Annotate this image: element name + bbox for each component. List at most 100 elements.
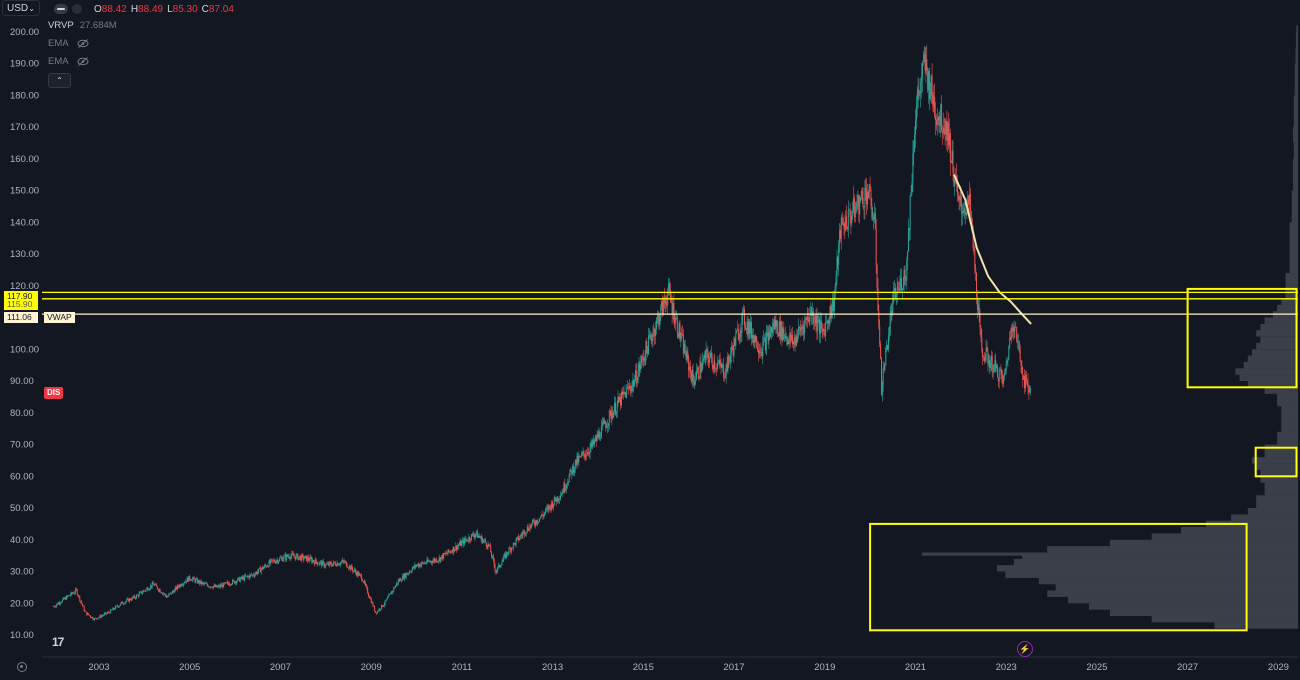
candle-body (247, 576, 249, 577)
legend-ema-2[interactable]: EMA (48, 56, 89, 67)
candle-body (727, 354, 729, 371)
candle-body (676, 317, 678, 333)
candle-body (571, 470, 573, 475)
candle-body (127, 598, 129, 600)
volume-profile-bar (1247, 508, 1298, 515)
x-tick-label: 2025 (1086, 662, 1107, 673)
volume-profile-bar (1055, 584, 1298, 591)
candle-body (573, 468, 575, 473)
candle-body (607, 423, 609, 427)
candle-body (703, 358, 704, 361)
candle-body (173, 591, 175, 593)
dot-icon[interactable] (72, 4, 82, 14)
candle-body (457, 546, 458, 550)
candle-body (626, 387, 628, 398)
gear-icon[interactable] (17, 662, 27, 672)
candle-body (901, 278, 902, 291)
collapse-legend-button[interactable]: ⌃ (48, 73, 71, 88)
candle-body (839, 230, 841, 244)
candle-body (1000, 370, 1002, 375)
candle-body (523, 530, 525, 533)
candle-body (655, 329, 656, 337)
candle-body (400, 578, 402, 581)
candle-body (129, 598, 131, 600)
tradingview-logo[interactable]: 17 (52, 635, 64, 649)
candle-body (389, 593, 391, 595)
candle-body (122, 601, 124, 604)
candle-body (887, 344, 889, 350)
x-tick-label: 2023 (996, 662, 1017, 673)
candle-body (620, 396, 622, 406)
toggle-icon[interactable] (54, 4, 68, 14)
candle-body (659, 317, 661, 325)
candle-body (300, 556, 301, 561)
x-tick-label: 2009 (361, 662, 382, 673)
candle-body (286, 554, 288, 557)
eye-hidden-icon[interactable] (77, 57, 89, 66)
candle-body (907, 251, 909, 261)
candle-body (168, 594, 170, 597)
candle-body (408, 573, 410, 574)
candle-body (993, 364, 995, 372)
candle-body (407, 573, 409, 575)
candle-body (484, 539, 486, 541)
eye-hidden-icon[interactable] (77, 39, 89, 48)
candle-body (542, 515, 544, 517)
legend-vrvp[interactable]: VRVP 27.684M (48, 20, 117, 31)
candle-body (104, 612, 106, 614)
candle-body (372, 602, 374, 607)
candle-body (846, 216, 848, 229)
candle-body (843, 223, 845, 229)
low-value: 85.30 (172, 3, 198, 15)
candle-body (220, 585, 222, 587)
volume-profile-bar (1289, 235, 1298, 248)
candle-body (697, 367, 699, 378)
candle-body (126, 599, 128, 602)
legend-ema-1[interactable]: EMA (48, 38, 89, 49)
candle-body (441, 555, 443, 558)
ticker-badge[interactable]: DIS (44, 387, 64, 399)
candle-body (73, 593, 75, 594)
candle-body (905, 278, 907, 281)
candle-body (328, 562, 330, 566)
candle-body (985, 347, 987, 361)
candle-body (1018, 341, 1020, 351)
candle-body (894, 287, 895, 291)
candle-body (343, 561, 345, 563)
lightning-icon[interactable]: ⚡ (1017, 641, 1033, 657)
candle-body (309, 557, 311, 561)
candle-body (199, 580, 201, 584)
candle-body (65, 597, 67, 600)
candle-body (804, 320, 806, 333)
candle-body (280, 557, 282, 559)
candle-body (810, 307, 812, 314)
candle-body (1021, 365, 1023, 374)
x-tick-label: 2013 (542, 662, 563, 673)
candle-body (855, 205, 857, 207)
candle-body (692, 370, 694, 381)
candle-body (455, 545, 457, 550)
currency-selector[interactable]: USD ⌄ (2, 0, 40, 16)
candle-body (879, 325, 881, 344)
candle-body (706, 349, 708, 351)
candle-body (437, 561, 438, 562)
candle-body (841, 217, 843, 225)
candle-body (98, 617, 100, 618)
candle-body (764, 337, 766, 351)
candle-body (155, 584, 157, 585)
candle-body (252, 574, 253, 576)
candle-body (880, 343, 882, 359)
candle-body (593, 439, 595, 444)
candle-body (703, 354, 705, 359)
candle-body (570, 469, 572, 471)
candle-body (339, 564, 341, 566)
candle-body (971, 218, 973, 227)
candle-body (106, 613, 108, 614)
candle-body (897, 287, 899, 289)
candle-body (157, 589, 159, 591)
candle-body (379, 608, 381, 610)
candle-body (975, 268, 977, 273)
candle-body (552, 502, 554, 508)
